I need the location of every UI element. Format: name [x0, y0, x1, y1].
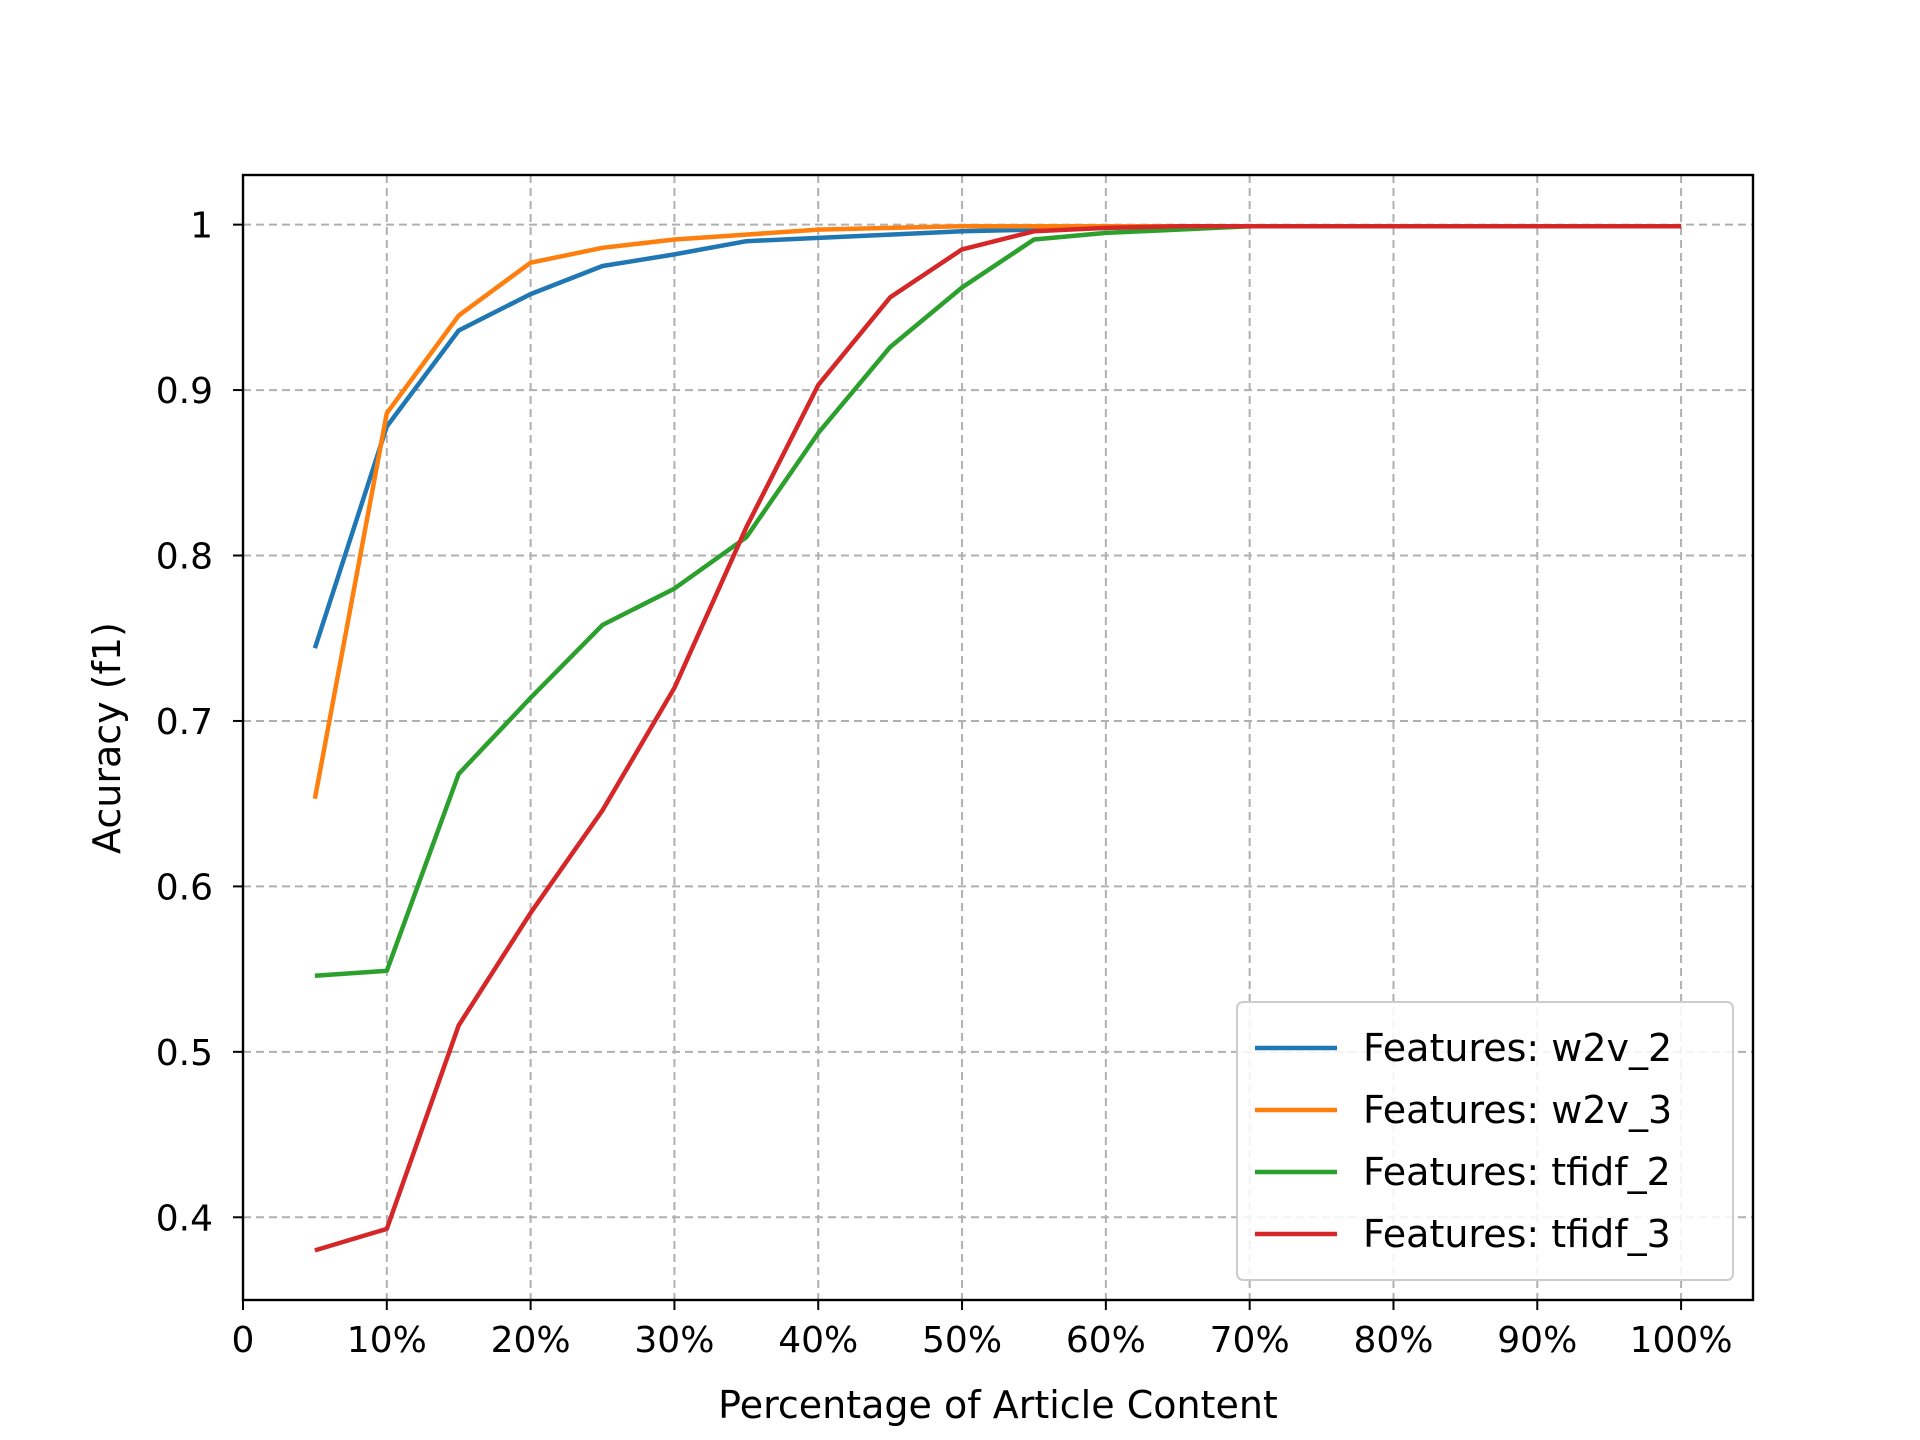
x-tick-label: 0: [232, 1320, 255, 1361]
y-axis-label: Acuracy (f1): [85, 622, 129, 854]
y-tick-label: 0.7: [156, 702, 213, 743]
y-tick-label: 0.5: [156, 1033, 213, 1074]
series-line-4: [314, 224, 1682, 1253]
x-tick-label: 60%: [1066, 1320, 1146, 1361]
legend-label: Features: w2v_2: [1363, 1026, 1672, 1070]
y-tick-label: 0.4: [156, 1198, 213, 1239]
legend-label: Features: w2v_3: [1363, 1088, 1672, 1132]
y-axis-ticks: 0.4 0.5 0.6 0.7 0.8 0.9 1: [156, 206, 243, 1239]
y-tick-label: 0.9: [156, 371, 213, 412]
x-tick-label: 20%: [491, 1320, 571, 1361]
y-tick-label: 1: [190, 206, 213, 247]
x-axis-label: Percentage of Article Content: [718, 1383, 1278, 1427]
x-tick-label: 100%: [1630, 1320, 1733, 1361]
x-tick-label: 40%: [778, 1320, 858, 1361]
legend-label: Features: tfidf_2: [1363, 1150, 1671, 1194]
plot-frame: [241, 173, 1755, 1302]
x-tick-label: 30%: [634, 1320, 714, 1361]
series-lines: [312, 224, 1682, 1253]
x-tick-label: 10%: [347, 1320, 427, 1361]
x-tick-label: 70%: [1210, 1320, 1290, 1361]
legend: Features: w2v_2 Features: w2v_3 Features: …: [1236, 1001, 1734, 1281]
y-tick-label: 0.6: [156, 867, 213, 908]
x-axis-ticks: 0 10% 20% 30% 40% 50% 60% 70% 80% 90% 100%: [232, 1300, 1733, 1361]
x-tick-label: 50%: [922, 1320, 1002, 1361]
legend-box: [1236, 1001, 1734, 1281]
legend-label: Features: tfidf_3: [1363, 1212, 1671, 1256]
x-tick-label: 90%: [1497, 1320, 1577, 1361]
y-tick-label: 0.8: [156, 537, 213, 578]
x-tick-label: 80%: [1353, 1320, 1433, 1361]
